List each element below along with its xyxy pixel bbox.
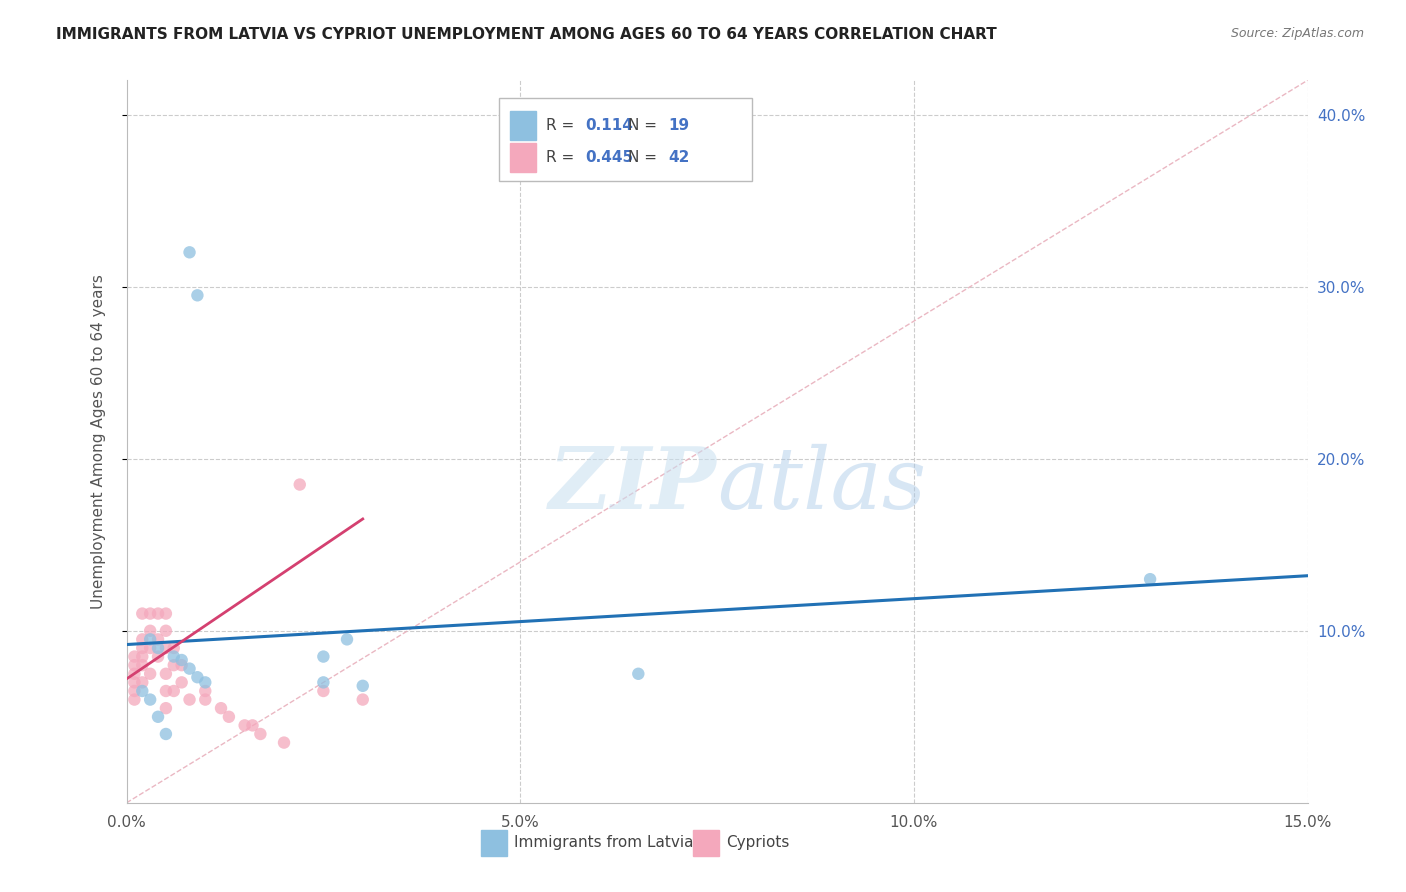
Point [139, 632, 162, 647]
FancyBboxPatch shape [510, 143, 536, 172]
Point [194, 675, 217, 690]
Point [131, 607, 153, 621]
Point [1139, 572, 1161, 586]
Text: 0.445: 0.445 [585, 150, 633, 165]
Point [170, 675, 193, 690]
Text: Cypriots: Cypriots [727, 835, 790, 850]
Point [186, 288, 208, 302]
Point [139, 640, 162, 655]
Point [146, 640, 169, 655]
FancyBboxPatch shape [481, 830, 506, 855]
Point [155, 684, 177, 698]
Text: 19: 19 [669, 119, 690, 133]
Point [131, 649, 153, 664]
Text: R =: R = [546, 150, 579, 165]
Y-axis label: Unemployment Among Ages 60 to 64 years: Unemployment Among Ages 60 to 64 years [91, 274, 105, 609]
Point [155, 640, 177, 655]
Point [124, 692, 146, 706]
Point [233, 718, 256, 732]
Point [170, 653, 193, 667]
Point [627, 666, 650, 681]
Text: N =: N = [628, 150, 662, 165]
Point [131, 684, 153, 698]
Point [139, 666, 162, 681]
Point [155, 624, 177, 638]
Point [124, 684, 146, 698]
Point [155, 607, 177, 621]
Point [179, 245, 201, 260]
Point [124, 666, 146, 681]
Point [273, 735, 295, 749]
Point [288, 477, 311, 491]
Text: N =: N = [628, 119, 662, 133]
Text: 0.114: 0.114 [585, 119, 633, 133]
Point [194, 692, 217, 706]
Point [249, 727, 271, 741]
Text: R =: R = [546, 119, 579, 133]
Point [124, 658, 146, 673]
Point [139, 624, 162, 638]
Point [170, 658, 193, 673]
Point [146, 710, 169, 724]
Point [131, 632, 153, 647]
Point [186, 670, 208, 684]
Point [179, 692, 201, 706]
Point [312, 684, 335, 698]
Point [163, 658, 186, 673]
Point [179, 662, 201, 676]
Point [124, 675, 146, 690]
FancyBboxPatch shape [499, 98, 752, 181]
Point [146, 649, 169, 664]
Point [131, 675, 153, 690]
Point [139, 692, 162, 706]
Text: IMMIGRANTS FROM LATVIA VS CYPRIOT UNEMPLOYMENT AMONG AGES 60 TO 64 YEARS CORRELA: IMMIGRANTS FROM LATVIA VS CYPRIOT UNEMPL… [56, 27, 997, 42]
Point [194, 684, 217, 698]
Point [124, 649, 146, 664]
Point [312, 675, 335, 690]
Point [312, 649, 335, 664]
Point [155, 727, 177, 741]
Text: atlas: atlas [717, 443, 927, 526]
Point [242, 718, 264, 732]
Point [155, 701, 177, 715]
Point [209, 701, 232, 715]
Point [146, 607, 169, 621]
Point [163, 640, 186, 655]
Point [218, 710, 240, 724]
Text: Source: ZipAtlas.com: Source: ZipAtlas.com [1230, 27, 1364, 40]
Point [352, 679, 374, 693]
Point [336, 632, 359, 647]
Point [155, 666, 177, 681]
Text: ZIP: ZIP [550, 443, 717, 526]
Text: Immigrants from Latvia: Immigrants from Latvia [515, 835, 693, 850]
Point [163, 649, 186, 664]
FancyBboxPatch shape [510, 112, 536, 140]
FancyBboxPatch shape [693, 830, 720, 855]
Point [146, 632, 169, 647]
Point [131, 658, 153, 673]
Point [139, 607, 162, 621]
Point [131, 640, 153, 655]
Text: 42: 42 [669, 150, 690, 165]
Point [163, 684, 186, 698]
Point [352, 692, 374, 706]
